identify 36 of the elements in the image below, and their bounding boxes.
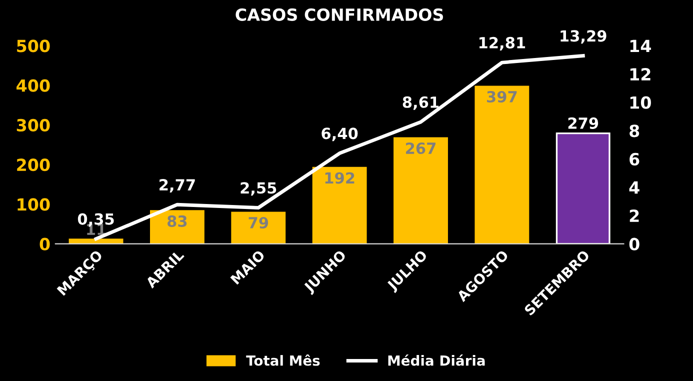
bar xyxy=(150,210,204,244)
bar xyxy=(312,166,367,244)
y2-tick-label: 2 xyxy=(630,210,639,222)
data-label: 192 xyxy=(325,172,354,184)
y2-tick-label: 0 xyxy=(629,238,640,250)
data-label: 13,29 xyxy=(560,30,606,44)
data-label: 12,81 xyxy=(479,36,526,50)
legend-label: Total Mês xyxy=(246,354,320,366)
y-tick-label: 0 xyxy=(40,238,50,250)
y-tick-label: 400 xyxy=(16,79,50,92)
y-tick-label: 300 xyxy=(16,118,50,132)
y2-tick-label: 10 xyxy=(630,96,651,109)
data-label: 279 xyxy=(568,117,598,129)
bar xyxy=(556,132,610,244)
data-label: 267 xyxy=(406,142,436,154)
y-tick-label: 500 xyxy=(17,40,50,52)
data-label: 79 xyxy=(248,216,268,229)
bar xyxy=(231,212,286,244)
data-label: 2,55 xyxy=(240,182,276,196)
y2-tick-label: 6 xyxy=(630,152,640,166)
data-label: 6,40 xyxy=(322,128,358,142)
bar xyxy=(394,137,448,244)
data-label: 397 xyxy=(487,90,517,103)
bar xyxy=(68,238,124,244)
y2-tick-label: 8 xyxy=(630,124,640,138)
y-tick-label: 200 xyxy=(17,158,50,172)
data-label: 8,61 xyxy=(402,96,439,110)
legend-label: Média Diária xyxy=(388,354,485,366)
data-label: 83 xyxy=(168,215,187,227)
bar xyxy=(474,86,530,244)
y2-tick-label: 12 xyxy=(630,68,650,80)
y-tick-label: 100 xyxy=(18,198,50,211)
y2-tick-label: 14 xyxy=(630,40,651,52)
y2-tick-label: 4 xyxy=(629,181,640,194)
data-label: 2,77 xyxy=(160,179,195,193)
chart-title: CASOS CONFIRMADOS xyxy=(236,8,444,21)
